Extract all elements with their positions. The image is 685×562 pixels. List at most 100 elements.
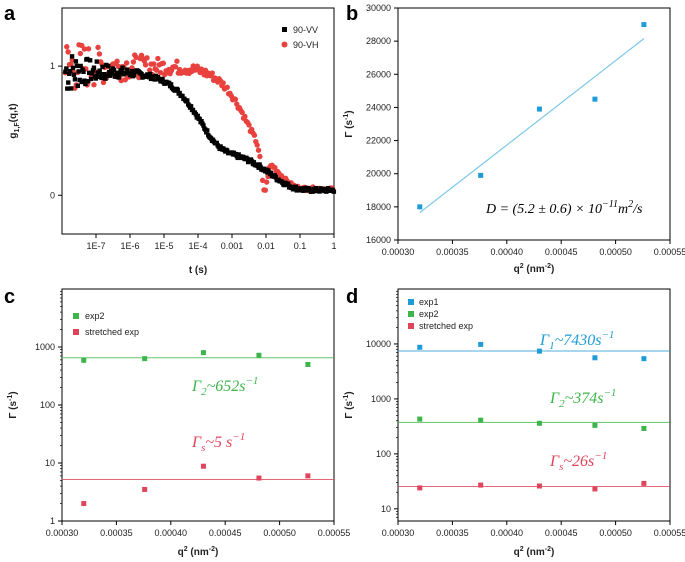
data-point-d: [417, 416, 423, 422]
data-point-vh: [133, 54, 139, 61]
data-point-vv: [102, 72, 107, 77]
axis-ticks-b: 0.00030 0.00035 0.00040 0.00045 0.00050 0.000…: [366, 3, 685, 257]
data-point-vh: [160, 60, 167, 66]
data-point-vv: [79, 79, 84, 85]
data-point-vh: [114, 58, 120, 64]
x-tick-label-c: 0.00045: [209, 528, 242, 538]
data-point-vv: [111, 67, 117, 73]
data-point-d: [417, 344, 423, 350]
data-point-vh: [262, 187, 269, 193]
x-axis-label-a: t (s): [189, 265, 207, 276]
data-point-vh: [255, 147, 262, 153]
data-point-vh: [153, 67, 160, 73]
data-point-vv: [109, 71, 115, 76]
data-point-vh: [257, 153, 263, 160]
data-point-vv: [98, 72, 103, 77]
data-point-vv: [78, 63, 83, 69]
data-point-vv: [103, 76, 108, 81]
data-point-c: [81, 501, 87, 507]
data-point-d: [536, 348, 542, 354]
data-point-c: [305, 473, 311, 479]
data-point-vv: [175, 87, 180, 92]
x-tick-label-a: 1E-5: [154, 241, 173, 251]
data-point-vv: [214, 140, 219, 146]
data-point-vv: [185, 98, 190, 103]
data-point-vv: [99, 75, 104, 81]
panel-c: c 0.00030 0.00035 0.00040 0.00045 0.00050 0.0…: [4, 286, 350, 558]
data-point-vv: [85, 56, 90, 62]
data-point-c: [256, 475, 262, 481]
data-point-vv: [251, 160, 257, 165]
x-tick-label-d: 0.00055: [654, 528, 685, 538]
data-point-vv: [88, 76, 94, 82]
data-point-vh: [263, 179, 270, 185]
y-tick-label-a: 1: [50, 61, 55, 71]
data-point-vv: [67, 68, 73, 74]
data-point-vh: [232, 96, 239, 102]
legend-marker-exp1: [408, 299, 414, 305]
data-point-vh: [172, 64, 179, 70]
data-point-vv: [87, 58, 93, 63]
data-point-vv: [197, 116, 202, 122]
legend-c: exp2 stretched exp: [73, 311, 139, 337]
data-point-d: [641, 480, 647, 486]
data-point-vh: [81, 46, 88, 52]
data-point-vh: [100, 79, 107, 86]
data-point-vv: [180, 93, 185, 99]
legend-label-vh: 90-VH: [293, 40, 319, 50]
diffusion-annotation: D = (5.2 ± 0.6) × 10−11m2/s: [485, 199, 643, 217]
data-point-c: [256, 352, 262, 358]
data-point-vv: [331, 189, 337, 194]
data-point-vv: [158, 79, 163, 84]
data-point-vh: [95, 44, 101, 51]
x-axis-label-c: q2 (nm-2): [178, 546, 219, 558]
legend-marker-stretched-d: [408, 323, 414, 329]
data-point-vh: [174, 58, 180, 64]
data-point-vv: [324, 189, 329, 194]
data-point-vv: [90, 68, 96, 73]
data-marks-b: [417, 22, 647, 214]
data-point-d: [592, 486, 598, 492]
x-tick-label-a: 0.001: [221, 241, 244, 251]
data-point-vv: [89, 71, 95, 76]
data-point-vh: [130, 59, 137, 65]
data-point-vh: [147, 67, 153, 73]
legend-label-exp2: exp2: [85, 311, 105, 321]
data-marks-a: [62, 42, 337, 194]
y-tick-label-d: 10: [381, 504, 391, 514]
data-point-vv: [119, 68, 124, 74]
x-tick-label-b: 0.00050: [599, 247, 632, 257]
data-point-vv: [205, 128, 210, 133]
x-tick-label-c: 0.00035: [100, 528, 133, 538]
data-point-d: [592, 422, 598, 428]
data-point-d: [592, 355, 598, 361]
data-point-vh: [64, 44, 70, 50]
legend-label-exp2-d: exp2: [419, 309, 439, 319]
x-tick-label-d: 0.00030: [382, 528, 415, 538]
y-tick-label-d: 10000: [366, 339, 391, 349]
y-tick-label-b: 20000: [366, 169, 391, 179]
legend-d: exp1 exp2 stretched exp: [408, 297, 473, 331]
x-tick-label-b: 0.00035: [436, 247, 469, 257]
data-point-vh: [209, 70, 215, 76]
panel-label-a: a: [4, 3, 16, 25]
data-point-vv: [65, 86, 70, 91]
data-point-vv: [87, 70, 92, 76]
y-tick-label-c: 1: [50, 516, 55, 526]
data-point-vh: [259, 177, 266, 184]
plot-frame-c: [61, 288, 335, 522]
data-point-vh: [65, 49, 71, 55]
data-point-vv: [75, 83, 80, 88]
data-point-vh: [242, 113, 248, 120]
data-point-vv: [129, 69, 135, 74]
panel-a: a 1E-7 1E-6 1E-5 1E-4 0.001 0.01 0.1 101 t (s) …: [4, 3, 337, 276]
data-point-b: [417, 204, 423, 210]
data-point-vh: [224, 84, 230, 91]
y-tick-label-d: 1000: [371, 394, 391, 404]
data-point-vv: [125, 67, 130, 72]
x-tick-label-c: 0.00050: [263, 528, 296, 538]
data-point-vv: [97, 68, 102, 73]
data-point-d: [478, 341, 484, 347]
data-point-vv: [188, 104, 194, 109]
